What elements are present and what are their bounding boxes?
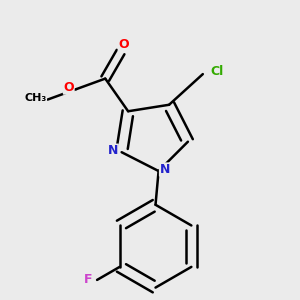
Text: O: O: [118, 38, 129, 51]
Text: CH₃: CH₃: [24, 93, 46, 103]
Text: N: N: [108, 144, 118, 157]
Text: F: F: [84, 273, 92, 286]
Text: O: O: [64, 81, 74, 94]
Text: Cl: Cl: [210, 64, 223, 77]
Text: N: N: [160, 163, 170, 176]
